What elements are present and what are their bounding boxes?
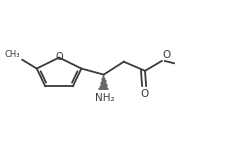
Text: O: O (55, 52, 63, 62)
Text: O: O (140, 89, 148, 99)
Text: O: O (163, 50, 171, 60)
Text: NH₂: NH₂ (95, 93, 115, 103)
Text: CH₃: CH₃ (5, 50, 20, 59)
